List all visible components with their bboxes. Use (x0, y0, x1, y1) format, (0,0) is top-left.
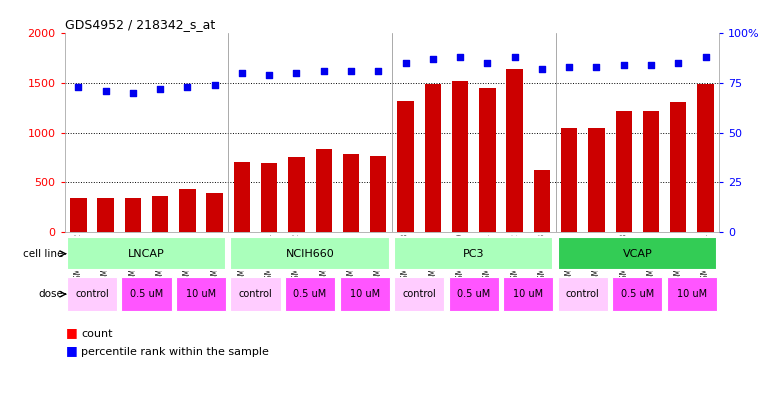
Text: PC3: PC3 (463, 249, 485, 259)
Text: 10 uM: 10 uM (513, 289, 543, 299)
Text: 0.5 uM: 0.5 uM (130, 289, 163, 299)
Bar (97, 198, 114, 232)
Bar (616, 111, 632, 232)
Point (672, 60, 684, 66)
Point (181, 84, 193, 90)
Bar (503, 277, 553, 311)
Point (563, 64, 575, 70)
Text: 10 uM: 10 uM (349, 289, 380, 299)
Text: ■: ■ (66, 326, 78, 340)
Point (481, 60, 493, 66)
Bar (152, 196, 168, 232)
Bar (231, 277, 281, 311)
Point (372, 68, 384, 74)
Point (508, 54, 521, 61)
Point (209, 82, 221, 88)
Bar (67, 277, 117, 311)
Point (345, 68, 357, 74)
Text: NCIH660: NCIH660 (285, 249, 335, 259)
Bar (643, 111, 659, 232)
Point (618, 62, 630, 68)
Text: VCAP: VCAP (622, 249, 652, 259)
Text: GDS4952 / 218342_s_at: GDS4952 / 218342_s_at (65, 18, 215, 31)
Bar (370, 156, 387, 232)
Point (591, 64, 603, 70)
Point (427, 56, 439, 62)
Text: ■: ■ (66, 344, 78, 357)
Bar (125, 198, 141, 232)
Point (291, 70, 303, 76)
Text: control: control (75, 289, 109, 299)
Bar (288, 158, 304, 232)
Text: cell line: cell line (23, 249, 63, 259)
Bar (339, 277, 390, 311)
Bar (206, 193, 223, 232)
Point (536, 66, 548, 72)
Bar (70, 198, 87, 232)
Bar (667, 277, 717, 311)
Bar (394, 237, 553, 270)
Point (645, 62, 657, 68)
Bar (180, 189, 196, 232)
Point (127, 90, 139, 96)
Point (154, 86, 166, 92)
Text: 0.5 uM: 0.5 uM (457, 289, 490, 299)
Bar (479, 88, 495, 232)
Text: 10 uM: 10 uM (677, 289, 707, 299)
Text: control: control (566, 289, 600, 299)
Text: percentile rank within the sample: percentile rank within the sample (81, 347, 269, 357)
Bar (507, 69, 523, 232)
Bar (452, 81, 468, 232)
Point (236, 70, 248, 76)
Point (72, 84, 84, 90)
Bar (285, 277, 335, 311)
Point (400, 60, 412, 66)
Bar (122, 277, 171, 311)
Bar (449, 277, 498, 311)
Bar (397, 101, 414, 232)
Bar (394, 277, 444, 311)
Bar (343, 154, 359, 232)
Bar (558, 277, 608, 311)
Bar (558, 237, 717, 270)
Bar (533, 170, 550, 232)
Point (699, 54, 712, 61)
Text: control: control (239, 289, 272, 299)
Bar (234, 162, 250, 232)
Bar (425, 84, 441, 232)
Text: control: control (403, 289, 436, 299)
Point (317, 68, 330, 74)
Bar (316, 149, 332, 232)
Point (454, 54, 466, 61)
Bar (67, 237, 226, 270)
Text: 0.5 uM: 0.5 uM (621, 289, 654, 299)
Point (263, 72, 275, 78)
Bar (613, 277, 662, 311)
Text: LNCAP: LNCAP (128, 249, 165, 259)
Bar (176, 277, 226, 311)
Bar (670, 102, 686, 232)
Bar (261, 163, 277, 232)
Bar (588, 128, 605, 232)
Bar (697, 84, 714, 232)
Bar (231, 237, 390, 270)
Text: count: count (81, 329, 113, 340)
Text: 0.5 uM: 0.5 uM (294, 289, 326, 299)
Point (100, 88, 112, 94)
Text: dose: dose (38, 289, 63, 299)
Text: 10 uM: 10 uM (186, 289, 216, 299)
Bar (561, 128, 578, 232)
